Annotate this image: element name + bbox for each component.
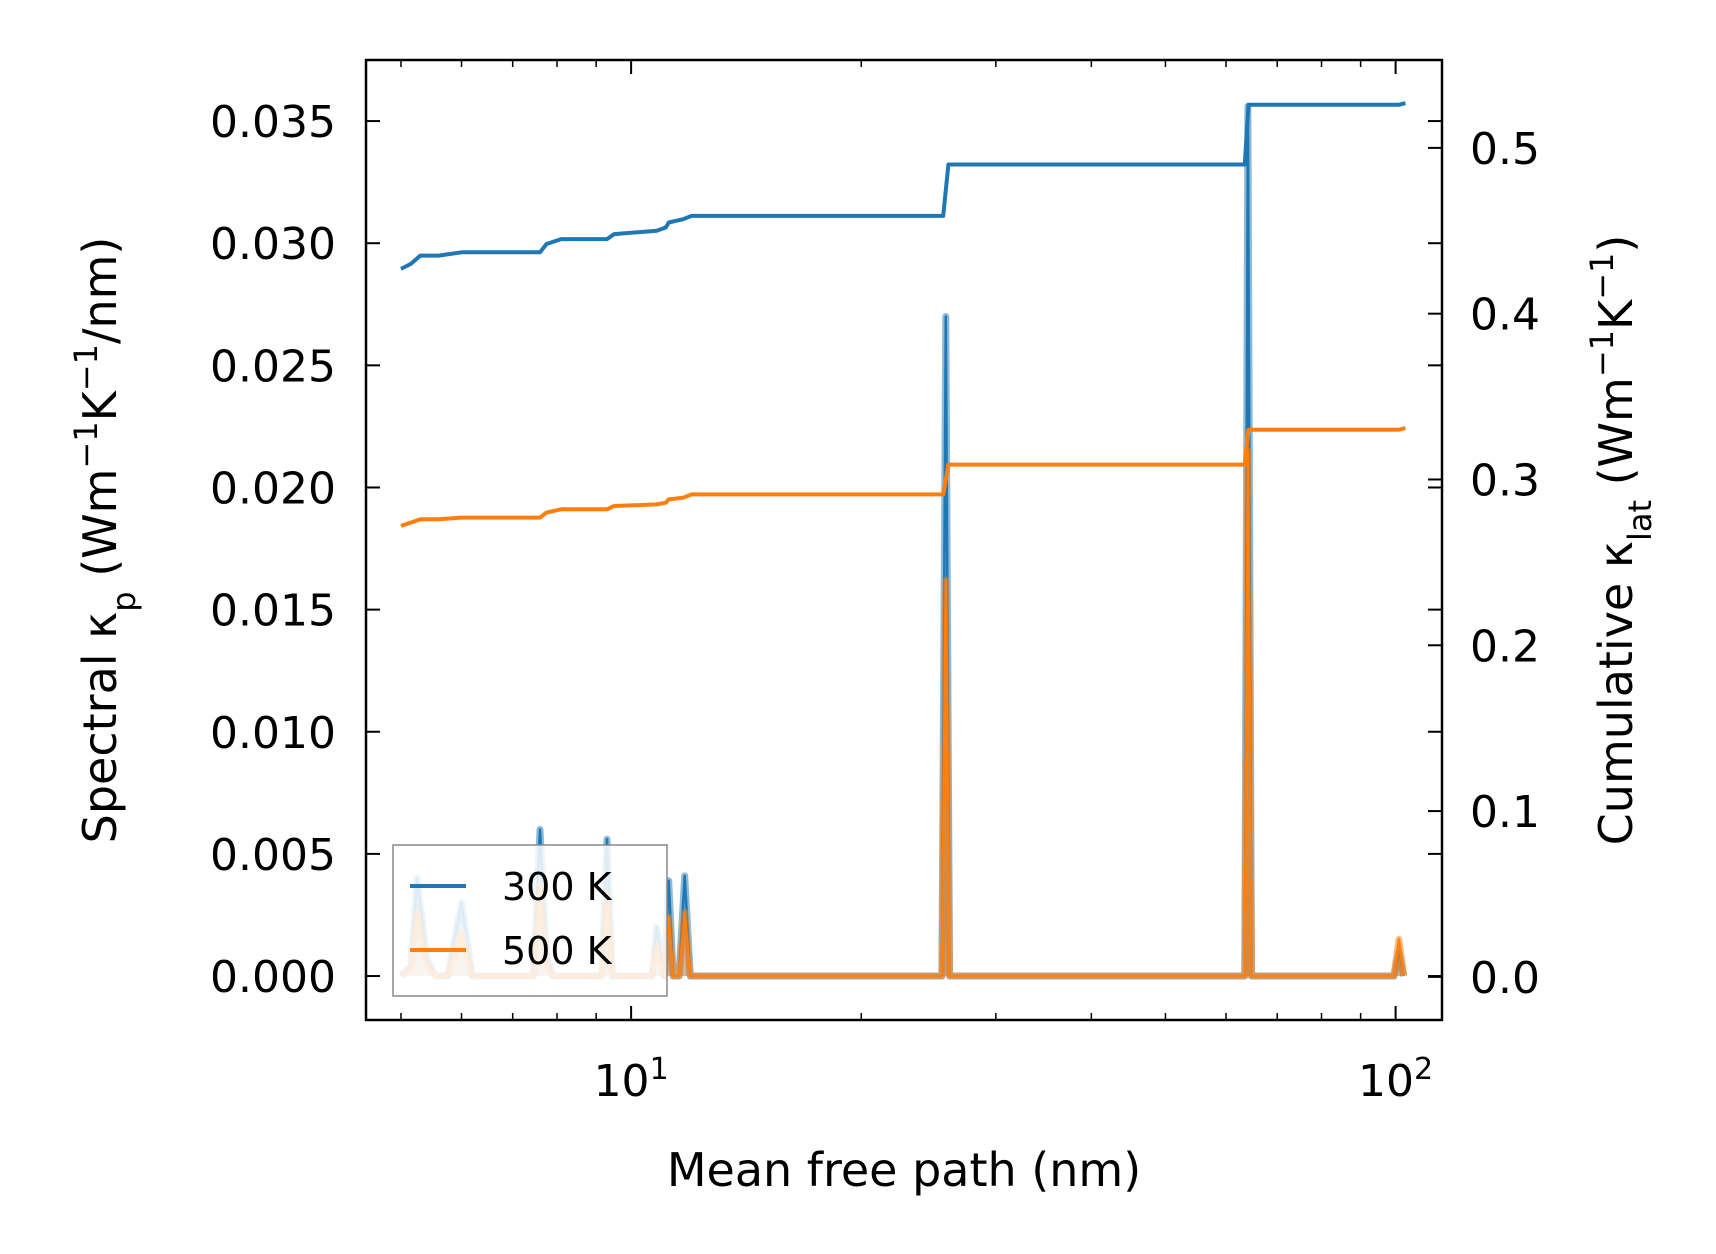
y-right-tick-label: 0.4 bbox=[1470, 290, 1540, 341]
y-right-tick-label: 0.3 bbox=[1470, 455, 1540, 506]
x-tick-label: 101 bbox=[594, 1052, 669, 1108]
y-left-tick-label: 0.025 bbox=[210, 341, 336, 392]
y-left-tick-label: 0.005 bbox=[210, 830, 336, 881]
y-left-tick-label: 0.015 bbox=[210, 586, 336, 637]
y-left-tick-label: 0.030 bbox=[210, 219, 336, 270]
y-right-tick-label: 0.0 bbox=[1470, 953, 1540, 1004]
x-tick-label: 102 bbox=[1358, 1052, 1433, 1108]
y-right-tick-label: 0.5 bbox=[1470, 124, 1540, 175]
y-right-tick-label: 0.2 bbox=[1470, 621, 1540, 672]
cumulative-line-300-k bbox=[400, 101, 1406, 271]
cumulative-line-500-k bbox=[400, 426, 1406, 528]
legend-label-300k: 300 K bbox=[502, 865, 613, 909]
y-left-tick-label: 0.000 bbox=[210, 952, 336, 1003]
plot-frame bbox=[364, 58, 1444, 1022]
y-left-axis-label: Spectral κp (Wm−1K−1/nm) bbox=[67, 237, 143, 844]
legend: 300 K 500 K bbox=[392, 844, 668, 997]
y-right-tick-label: 0.1 bbox=[1470, 787, 1540, 838]
legend-label-500k: 500 K bbox=[502, 929, 613, 973]
y-left-tick-label: 0.020 bbox=[210, 463, 336, 514]
y-left-tick-label: 0.010 bbox=[210, 708, 336, 759]
x-axis-label: Mean free path (nm) bbox=[667, 1143, 1141, 1197]
axis-ticks: 0.000 0.005 0.010 0.015 0.020 0.025 0.030 0.035… bbox=[210, 60, 1540, 1107]
y-left-tick-label: 0.035 bbox=[210, 97, 336, 148]
legend-box bbox=[392, 844, 668, 997]
y-right-axis-label: Cumulative κlat (Wm−1K−1) bbox=[1583, 235, 1659, 846]
